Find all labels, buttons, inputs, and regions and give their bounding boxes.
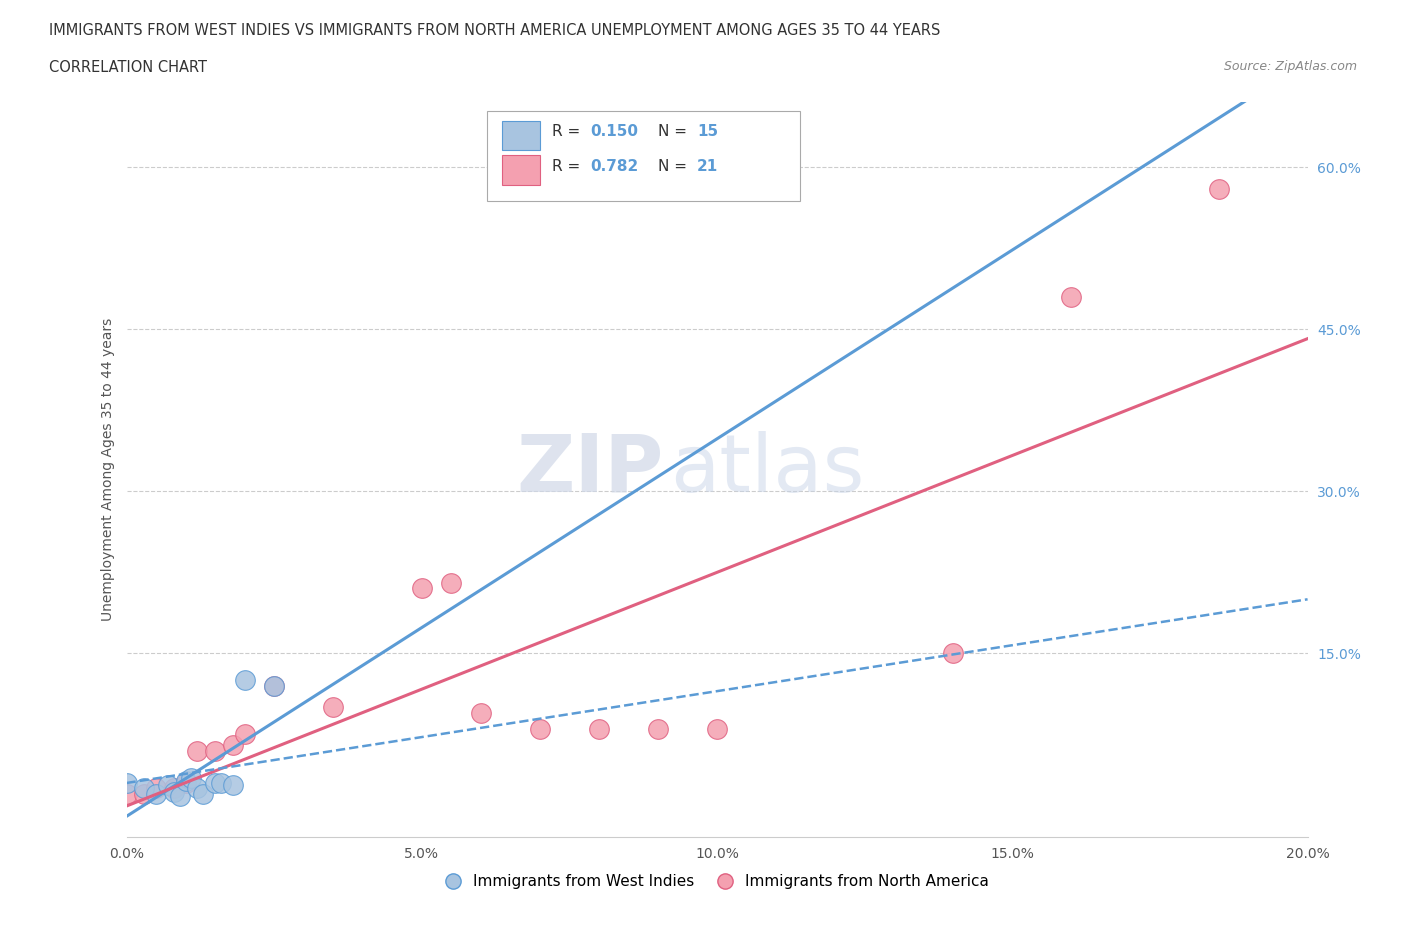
Legend: Immigrants from West Indies, Immigrants from North America: Immigrants from West Indies, Immigrants … [440,869,994,896]
Point [411,581,433,596]
Point [263,678,285,693]
Point [233,673,256,688]
Text: 21: 21 [697,159,718,174]
Y-axis label: Unemployment Among Ages 35 to 44 years: Unemployment Among Ages 35 to 44 years [101,318,115,621]
Point [180,770,202,785]
Text: R =: R = [551,125,585,140]
Point [186,743,208,758]
Text: 0.150: 0.150 [591,125,638,140]
Point [322,700,344,715]
Point [204,776,226,790]
Text: N =: N = [658,159,692,174]
Point [204,743,226,758]
Point [186,781,208,796]
Point [174,776,197,790]
Point [193,787,215,802]
Point [134,787,156,802]
Point [233,727,256,742]
Text: atlas: atlas [669,431,865,509]
Point [115,787,138,802]
Point [263,678,285,693]
Point [647,722,669,737]
Point [440,576,463,591]
Text: R =: R = [551,159,585,174]
Point [1208,181,1230,196]
Point [174,774,197,789]
Point [156,777,179,792]
Point [209,776,232,790]
Point [163,784,186,799]
Text: 15: 15 [697,125,718,140]
Point [470,705,492,720]
Text: CORRELATION CHART: CORRELATION CHART [49,60,207,75]
Point [163,781,186,796]
Text: IMMIGRANTS FROM WEST INDIES VS IMMIGRANTS FROM NORTH AMERICA UNEMPLOYMENT AMONG : IMMIGRANTS FROM WEST INDIES VS IMMIGRANT… [49,23,941,38]
Point [529,722,551,737]
Point [134,781,156,796]
Text: N =: N = [658,125,692,140]
FancyBboxPatch shape [486,111,800,202]
Point [942,646,965,661]
FancyBboxPatch shape [502,155,540,184]
Point [222,777,245,792]
Point [115,776,138,790]
Text: ZIP: ZIP [516,431,664,509]
Point [169,789,191,804]
Point [1060,289,1083,304]
Point [145,781,167,796]
FancyBboxPatch shape [502,121,540,150]
Text: Source: ZipAtlas.com: Source: ZipAtlas.com [1223,60,1357,73]
Point [706,722,728,737]
Point [145,787,167,802]
Point [222,737,245,752]
Text: 0.782: 0.782 [591,159,638,174]
Point [588,722,610,737]
